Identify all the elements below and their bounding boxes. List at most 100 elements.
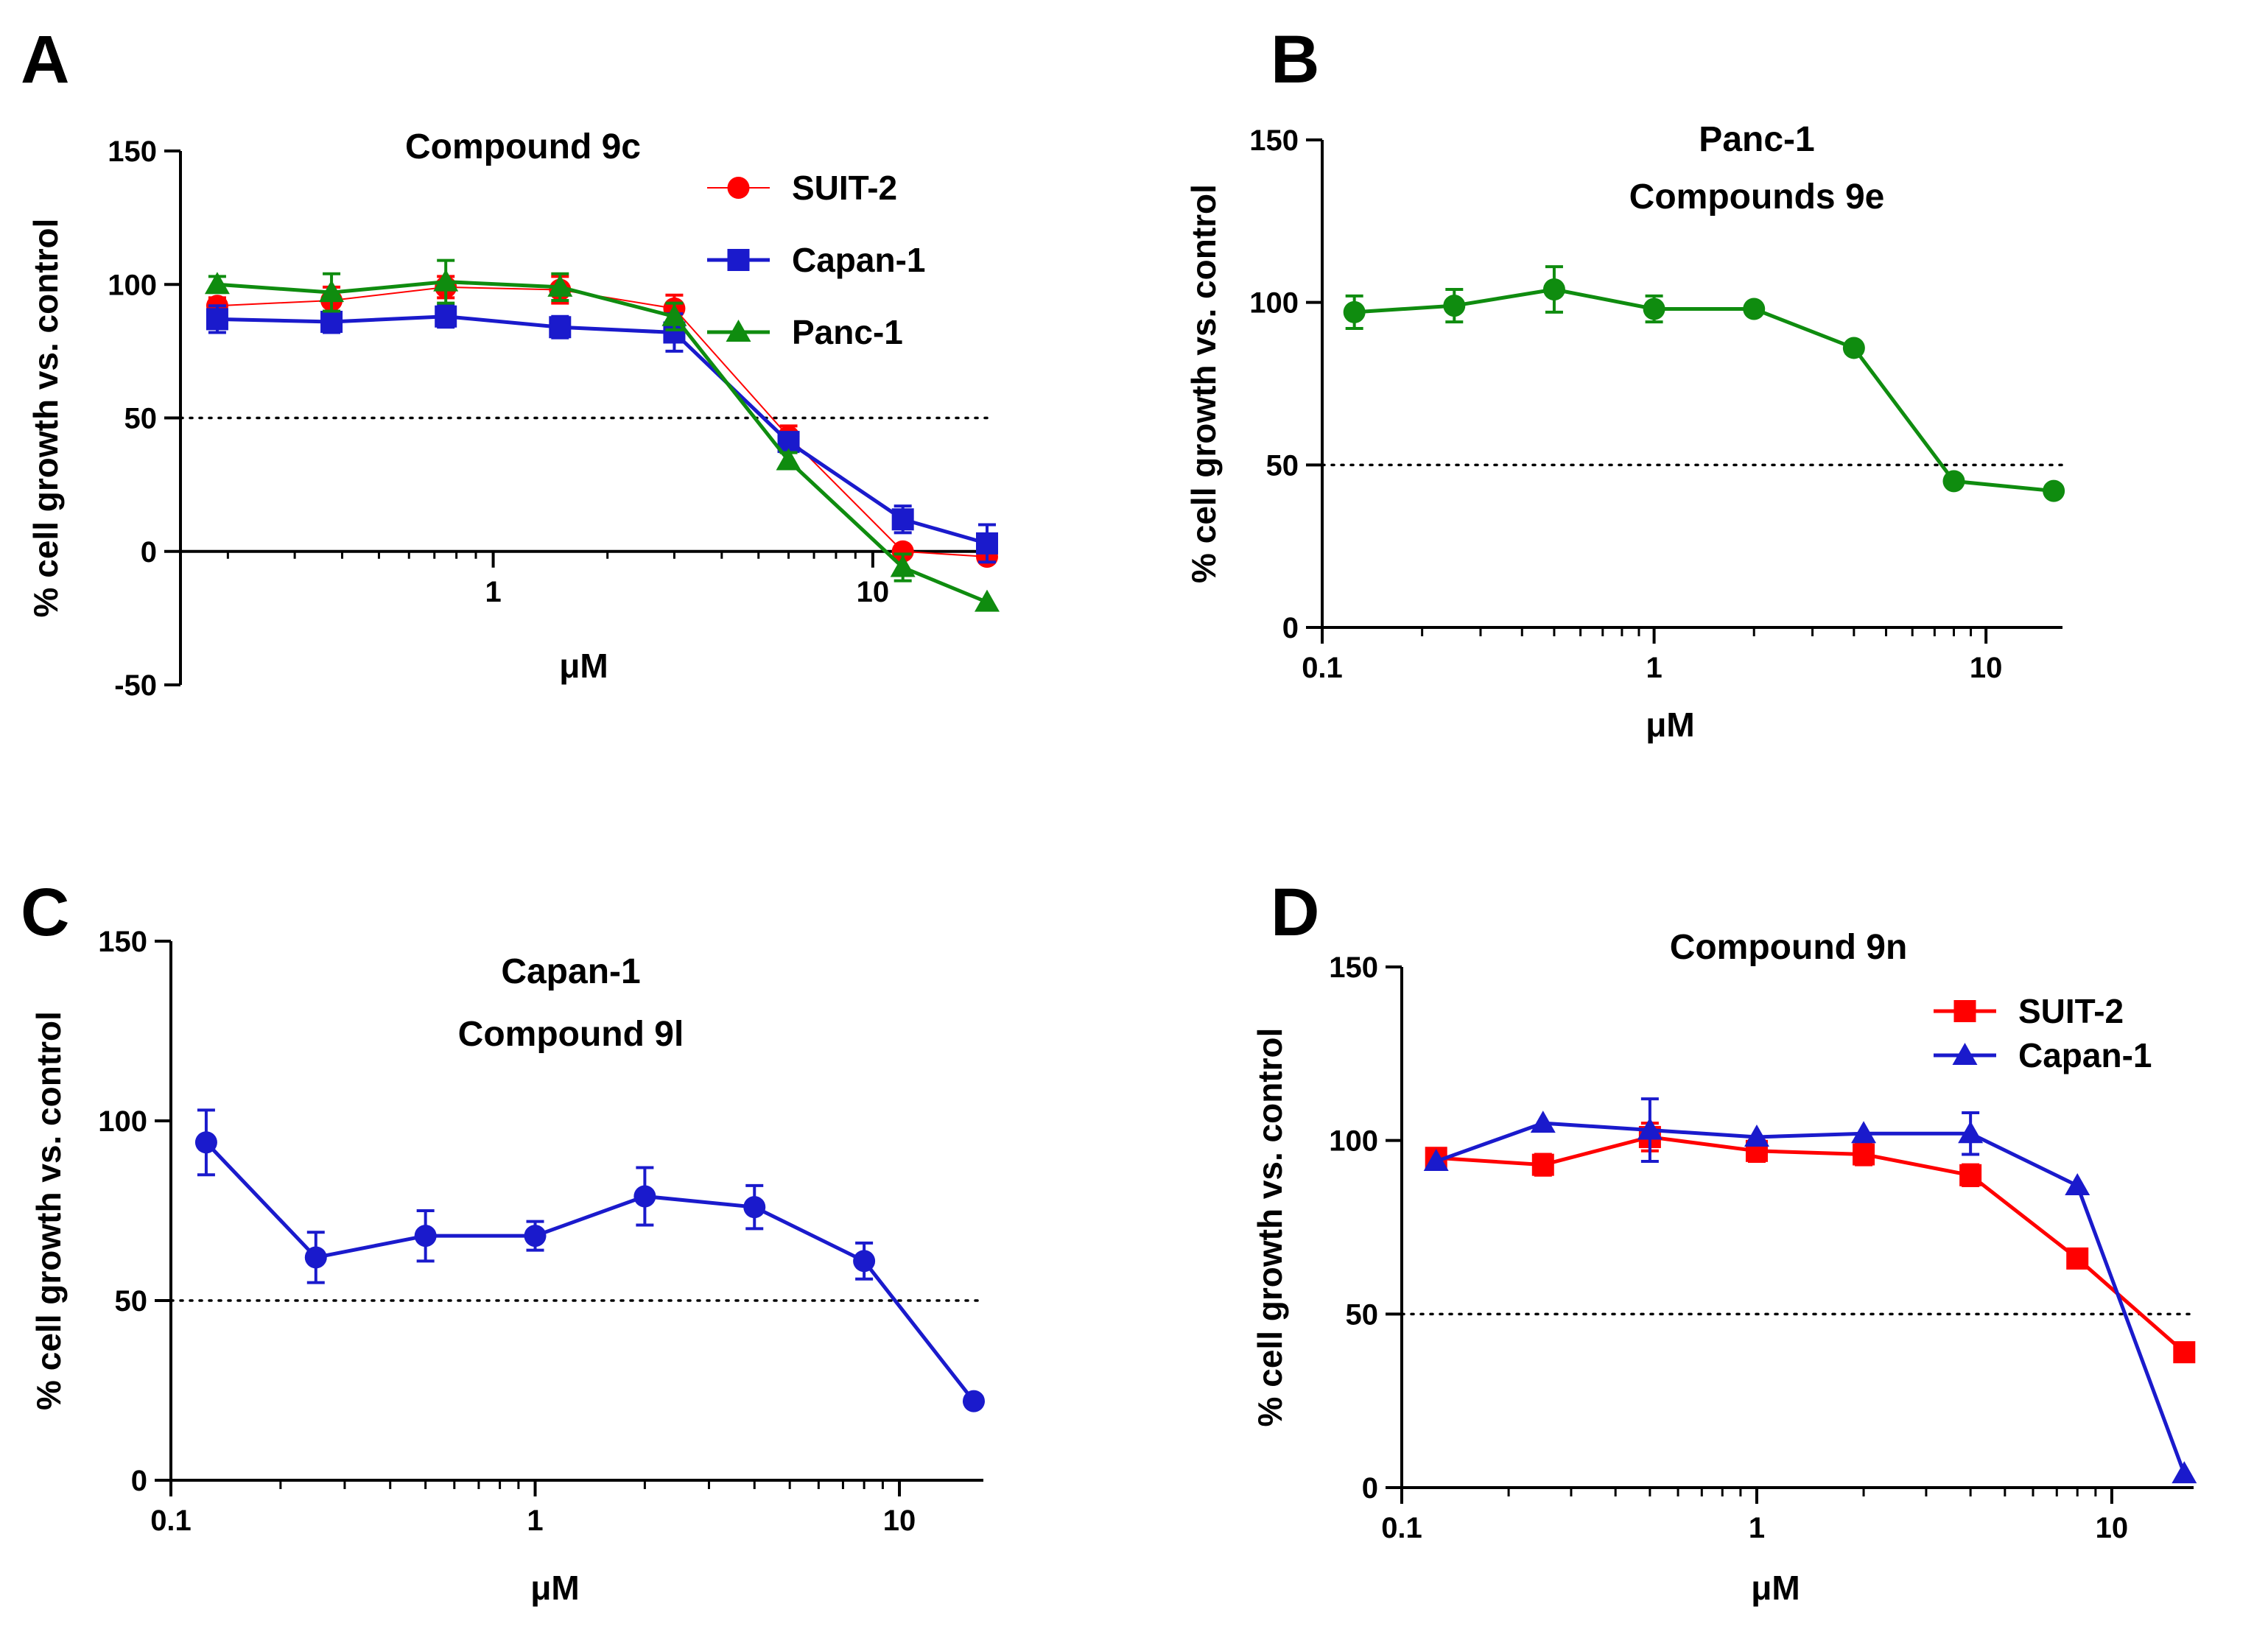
y-tick-label: 0 [141,536,157,569]
data-point [1423,1148,1449,1171]
data-point [1743,298,1766,320]
data-point [962,1390,985,1412]
series-capan-1 [1423,1097,2197,1484]
y-axis-label: % cell growth vs. control [1251,1028,1289,1427]
x-axis-label: μM [530,1569,579,1607]
legend: SUIT-2 Capan-1 [1934,992,2152,1074]
y-tick-label: 100 [108,269,157,301]
data-point [1637,1117,1663,1140]
data-point [2172,1461,2197,1484]
data-point [319,280,345,303]
panel-letter: D [1271,875,1319,950]
x-axis-label: μM [1751,1569,1800,1607]
data-point [1531,1153,1554,1176]
x-tick-label: 0.1 [150,1505,192,1537]
y-tick-label: 50 [124,403,158,435]
chart-title: Compound 9c [405,127,641,166]
data-point [549,316,572,339]
data-point [2066,1247,2089,1270]
series-line [1435,1121,2186,1475]
legend-marker [727,177,750,199]
data-point [435,305,457,328]
data-point [1744,1124,1769,1147]
y-tick-label: 0 [131,1465,147,1497]
y-tick-label: 0 [1282,612,1299,644]
legend-marker [1953,1000,1976,1022]
y-tick-label: 100 [1249,287,1299,320]
legend-marker [727,249,750,271]
panel-a: A Compound 9c -50 0 50 100 150 1 10 μM % cell grow… [21,22,1000,702]
data-point [975,589,1000,612]
y-tick-label: 50 [1346,1298,1379,1331]
data-point [633,1185,656,1208]
data-point [2173,1341,2196,1364]
y-tick-label: 0 [1362,1472,1378,1505]
data-point [2065,1172,2090,1195]
data-point [1530,1111,1556,1133]
y-tick-label: 150 [1249,124,1299,157]
x-tick-label: 10 [857,576,890,608]
data-point [1443,295,1466,317]
panel-letter: B [1271,22,1319,97]
data-point [1942,470,1965,493]
data-point [194,1131,217,1154]
y-axis-label: % cell growth vs. control [29,1011,68,1410]
data-point [661,303,687,326]
chart-title: Compounds 9e [1629,177,1885,217]
x-tick-label: 10 [2096,1512,2129,1544]
data-point [1542,278,1565,301]
x-tick-label: 1 [1749,1512,1765,1544]
series-line [1354,287,2054,493]
series-panc-1 [204,258,1000,612]
legend-marker [726,320,751,342]
data-point [433,269,459,292]
panel-c: C Capan-1 Compound 9l 0 50 100 150 0.1 1 10 μM % ce… [21,875,985,1607]
y-tick-label: 50 [1266,449,1299,482]
legend-label: SUIT-2 [792,169,897,207]
legend-label: Capan-1 [792,241,925,279]
data-point [853,1250,876,1273]
series-suit-2 [1425,1122,2196,1364]
y-tick-label: 100 [1329,1125,1378,1158]
data-point [890,555,916,577]
data-point [320,311,343,333]
x-axis-label: μM [559,647,608,685]
x-tick-label: 0.1 [1302,652,1343,684]
y-tick-label: 150 [108,136,157,168]
data-point [524,1225,547,1248]
y-tick-label: 100 [98,1105,147,1138]
series-line [217,314,988,546]
legend-marker [1952,1043,1978,1065]
legend-label: Panc-1 [792,313,903,351]
series-line [217,286,988,557]
y-axis-label: % cell growth vs. control [27,219,65,618]
data-point [204,272,230,295]
chart-title: Panc-1 [1699,120,1814,159]
chart-title: Compound 9n [1670,928,1908,967]
y-tick-label: 150 [1329,951,1378,984]
legend-label: SUIT-2 [2018,992,2124,1030]
panel-letter: A [21,22,69,97]
series-line [205,1141,975,1403]
data-point [2043,479,2065,502]
y-tick-label: -50 [114,669,157,702]
data-point [891,508,914,531]
panel-letter: C [21,875,69,950]
series-line [217,280,988,604]
data-point [891,540,914,563]
data-point [304,1246,327,1269]
data-point [1853,1143,1875,1166]
data-point [206,308,228,331]
series-capan-1 [194,1108,985,1412]
x-tick-label: 1 [485,576,501,608]
data-point [414,1225,437,1248]
x-tick-label: 10 [1970,652,2003,684]
y-axis-label: % cell growth vs. control [1184,184,1223,583]
data-point [743,1196,766,1219]
chart-title: Compound 9l [458,1015,684,1054]
data-point [776,448,801,471]
data-point [1842,337,1865,359]
legend-label: Capan-1 [2018,1036,2152,1074]
data-point [1343,300,1366,323]
